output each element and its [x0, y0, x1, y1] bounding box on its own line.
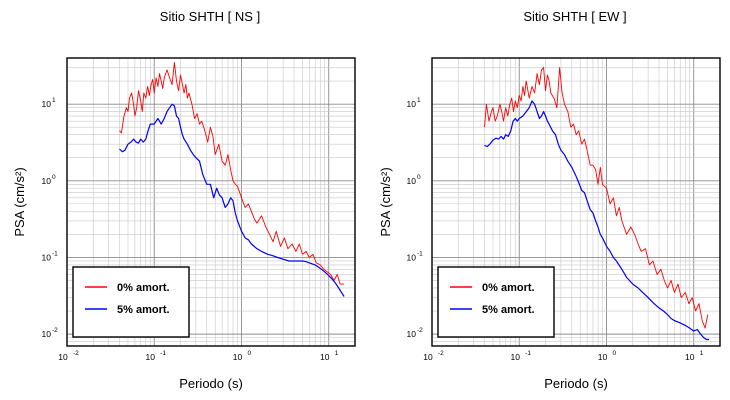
- chart-title: Sitio SHTH [ EW ]: [523, 9, 626, 24]
- x-tick-exponent: 1: [335, 350, 339, 357]
- y-tick-label: 10: [42, 99, 52, 109]
- x-axis-label: Periodo (s): [544, 376, 608, 391]
- x-tick-exponent: 1: [700, 350, 704, 357]
- x-tick-label: 10: [320, 352, 330, 362]
- x-tick-exponent: -1: [525, 350, 531, 357]
- x-tick-exponent: -2: [73, 350, 79, 357]
- x-tick-exponent: -2: [438, 350, 444, 357]
- legend-label: 0% amort.: [117, 282, 170, 294]
- y-tick-exponent: 0: [52, 174, 56, 181]
- y-tick-label: 10: [407, 99, 417, 109]
- y-tick-exponent: 1: [417, 97, 421, 104]
- series-line-undamped: [484, 67, 709, 329]
- y-axis-label: PSA (cm/s²): [378, 167, 393, 236]
- legend: 0% amort. 5% amort.: [437, 266, 555, 338]
- x-tick-label: 10: [146, 352, 156, 362]
- y-tick-exponent: 0: [417, 174, 421, 181]
- x-tick-exponent: 0: [247, 350, 251, 357]
- x-tick-exponent: 0: [612, 350, 616, 357]
- y-tick-exponent: -2: [417, 327, 423, 334]
- x-tick-label: 10: [233, 352, 243, 362]
- y-tick-label: 10: [42, 176, 52, 186]
- y-tick-label: 10: [407, 176, 417, 186]
- y-tick-label: 10: [407, 252, 417, 262]
- x-tick-label: 10: [685, 352, 695, 362]
- series-line-undamped: [119, 61, 345, 285]
- y-tick-exponent: -2: [52, 327, 58, 334]
- y-tick-exponent: -1: [417, 250, 423, 257]
- x-tick-label: 10: [511, 352, 521, 362]
- legend: 0% amort. 5% amort.: [72, 266, 190, 338]
- x-tick-label: 10: [423, 352, 433, 362]
- y-tick-label: 10: [407, 329, 417, 339]
- plot-frame: [431, 57, 721, 347]
- y-tick-exponent: 1: [52, 97, 56, 104]
- y-tick-label: 10: [42, 252, 52, 262]
- plot-frame: [66, 57, 356, 347]
- legend-box: [437, 266, 555, 338]
- legend-label: 0% amort.: [482, 282, 535, 294]
- y-axis-label: PSA (cm/s²): [12, 167, 27, 236]
- series-line-damped: [119, 103, 345, 297]
- series-line-damped: [484, 100, 710, 341]
- legend-label: 5% amort.: [482, 304, 535, 316]
- legend-box: [72, 266, 190, 338]
- legend-label: 5% amort.: [117, 304, 170, 316]
- grid: [66, 57, 356, 347]
- chart-title: Sitio SHTH [ NS ]: [160, 9, 260, 24]
- x-tick-exponent: -1: [160, 350, 166, 357]
- y-tick-label: 10: [42, 329, 52, 339]
- x-tick-label: 10: [58, 352, 68, 362]
- y-tick-exponent: -1: [52, 250, 58, 257]
- x-tick-label: 10: [598, 352, 608, 362]
- x-axis-label: Periodo (s): [179, 376, 243, 391]
